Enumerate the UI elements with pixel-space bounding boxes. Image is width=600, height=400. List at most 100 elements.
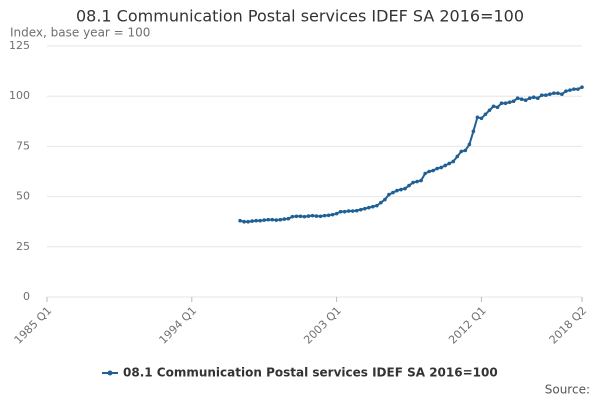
data-point <box>362 206 367 211</box>
data-point <box>455 154 460 159</box>
data-point <box>539 93 544 97</box>
data-point <box>439 165 444 170</box>
x-tick-label: 1994 Q1 <box>157 304 200 347</box>
data-point <box>326 213 331 218</box>
data-point <box>238 218 242 223</box>
data-point <box>314 214 319 218</box>
y-tick-label: 125 <box>9 39 30 52</box>
y-tick-label: 100 <box>9 89 30 102</box>
data-point <box>447 161 452 166</box>
data-point <box>467 142 472 147</box>
data-point <box>475 115 480 120</box>
data-point <box>568 88 572 92</box>
data-point <box>375 203 379 208</box>
data-point <box>383 197 387 202</box>
data-point <box>367 205 371 210</box>
data-point <box>395 188 399 193</box>
data-point <box>318 214 323 219</box>
legend-marker <box>107 370 113 376</box>
data-point <box>290 214 295 219</box>
data-point <box>576 87 580 91</box>
data-point <box>495 105 500 110</box>
x-tick-label: 2018 Q2 <box>547 304 590 347</box>
data-point <box>302 214 307 219</box>
data-point <box>435 166 439 171</box>
source: Source: <box>545 383 590 397</box>
x-tick-label: 2003 Q1 <box>301 304 344 347</box>
data-point <box>451 159 456 164</box>
data-point <box>270 217 275 222</box>
data-point <box>499 101 504 106</box>
data-point <box>342 209 347 214</box>
data-point <box>338 209 343 214</box>
chart-title: 08.1 Communication Postal services IDEF … <box>76 7 524 26</box>
data-point <box>250 219 254 223</box>
y-tick-label: 0 <box>23 290 30 303</box>
data-point <box>354 208 359 213</box>
data-point <box>266 217 271 222</box>
data-point <box>310 213 315 218</box>
data-point <box>423 171 427 176</box>
data-point <box>560 92 564 96</box>
data-point <box>391 190 395 195</box>
data-point <box>403 186 407 191</box>
data-point <box>407 183 411 188</box>
data-point <box>479 116 484 121</box>
data-point <box>262 218 267 222</box>
data-point <box>278 217 283 222</box>
data-point <box>515 96 520 101</box>
series-line <box>239 86 583 223</box>
data-point <box>387 192 391 197</box>
data-point <box>371 204 375 209</box>
data-point <box>258 218 262 223</box>
data-point <box>246 219 250 224</box>
data-point <box>358 207 363 212</box>
data-point <box>274 218 279 222</box>
data-point <box>556 91 560 95</box>
data-point <box>298 214 303 219</box>
data-point <box>552 91 556 95</box>
data-point <box>483 112 488 117</box>
data-point <box>419 178 423 183</box>
data-point <box>535 96 540 101</box>
data-point <box>471 129 476 134</box>
data-point <box>294 214 299 219</box>
data-point <box>519 97 524 102</box>
data-point <box>379 200 383 205</box>
subtitle: Index, base year = 100 <box>10 26 150 40</box>
y-tick-label: 75 <box>16 139 30 152</box>
data-point <box>254 218 258 223</box>
data-point <box>399 187 403 192</box>
data-point <box>527 96 532 101</box>
legend-label: 08.1 Communication Postal services IDEF … <box>123 366 498 380</box>
data-point <box>580 85 584 89</box>
data-point <box>564 89 568 93</box>
data-point <box>503 101 508 106</box>
data-point <box>306 214 311 218</box>
x-tick-label: 2012 Q1 <box>446 304 489 347</box>
data-point <box>411 180 415 185</box>
data-point <box>463 148 468 153</box>
data-point <box>334 211 339 216</box>
data-point <box>242 219 246 224</box>
data-point <box>346 209 351 213</box>
data-point <box>548 92 552 96</box>
data-point <box>282 217 287 221</box>
data-point <box>511 99 516 104</box>
data-point <box>415 179 419 184</box>
data-point <box>487 108 492 113</box>
data-point <box>507 100 512 105</box>
y-tick-label: 25 <box>16 240 30 253</box>
data-point <box>322 213 327 218</box>
x-tick-label: 1985 Q1 <box>12 304 55 347</box>
data-point <box>543 93 548 97</box>
data-point <box>443 163 448 168</box>
data-point <box>523 98 528 103</box>
data-point <box>431 168 435 173</box>
data-point <box>491 104 496 109</box>
data-point <box>330 212 335 217</box>
data-point <box>286 216 291 221</box>
y-tick-label: 50 <box>16 190 30 203</box>
